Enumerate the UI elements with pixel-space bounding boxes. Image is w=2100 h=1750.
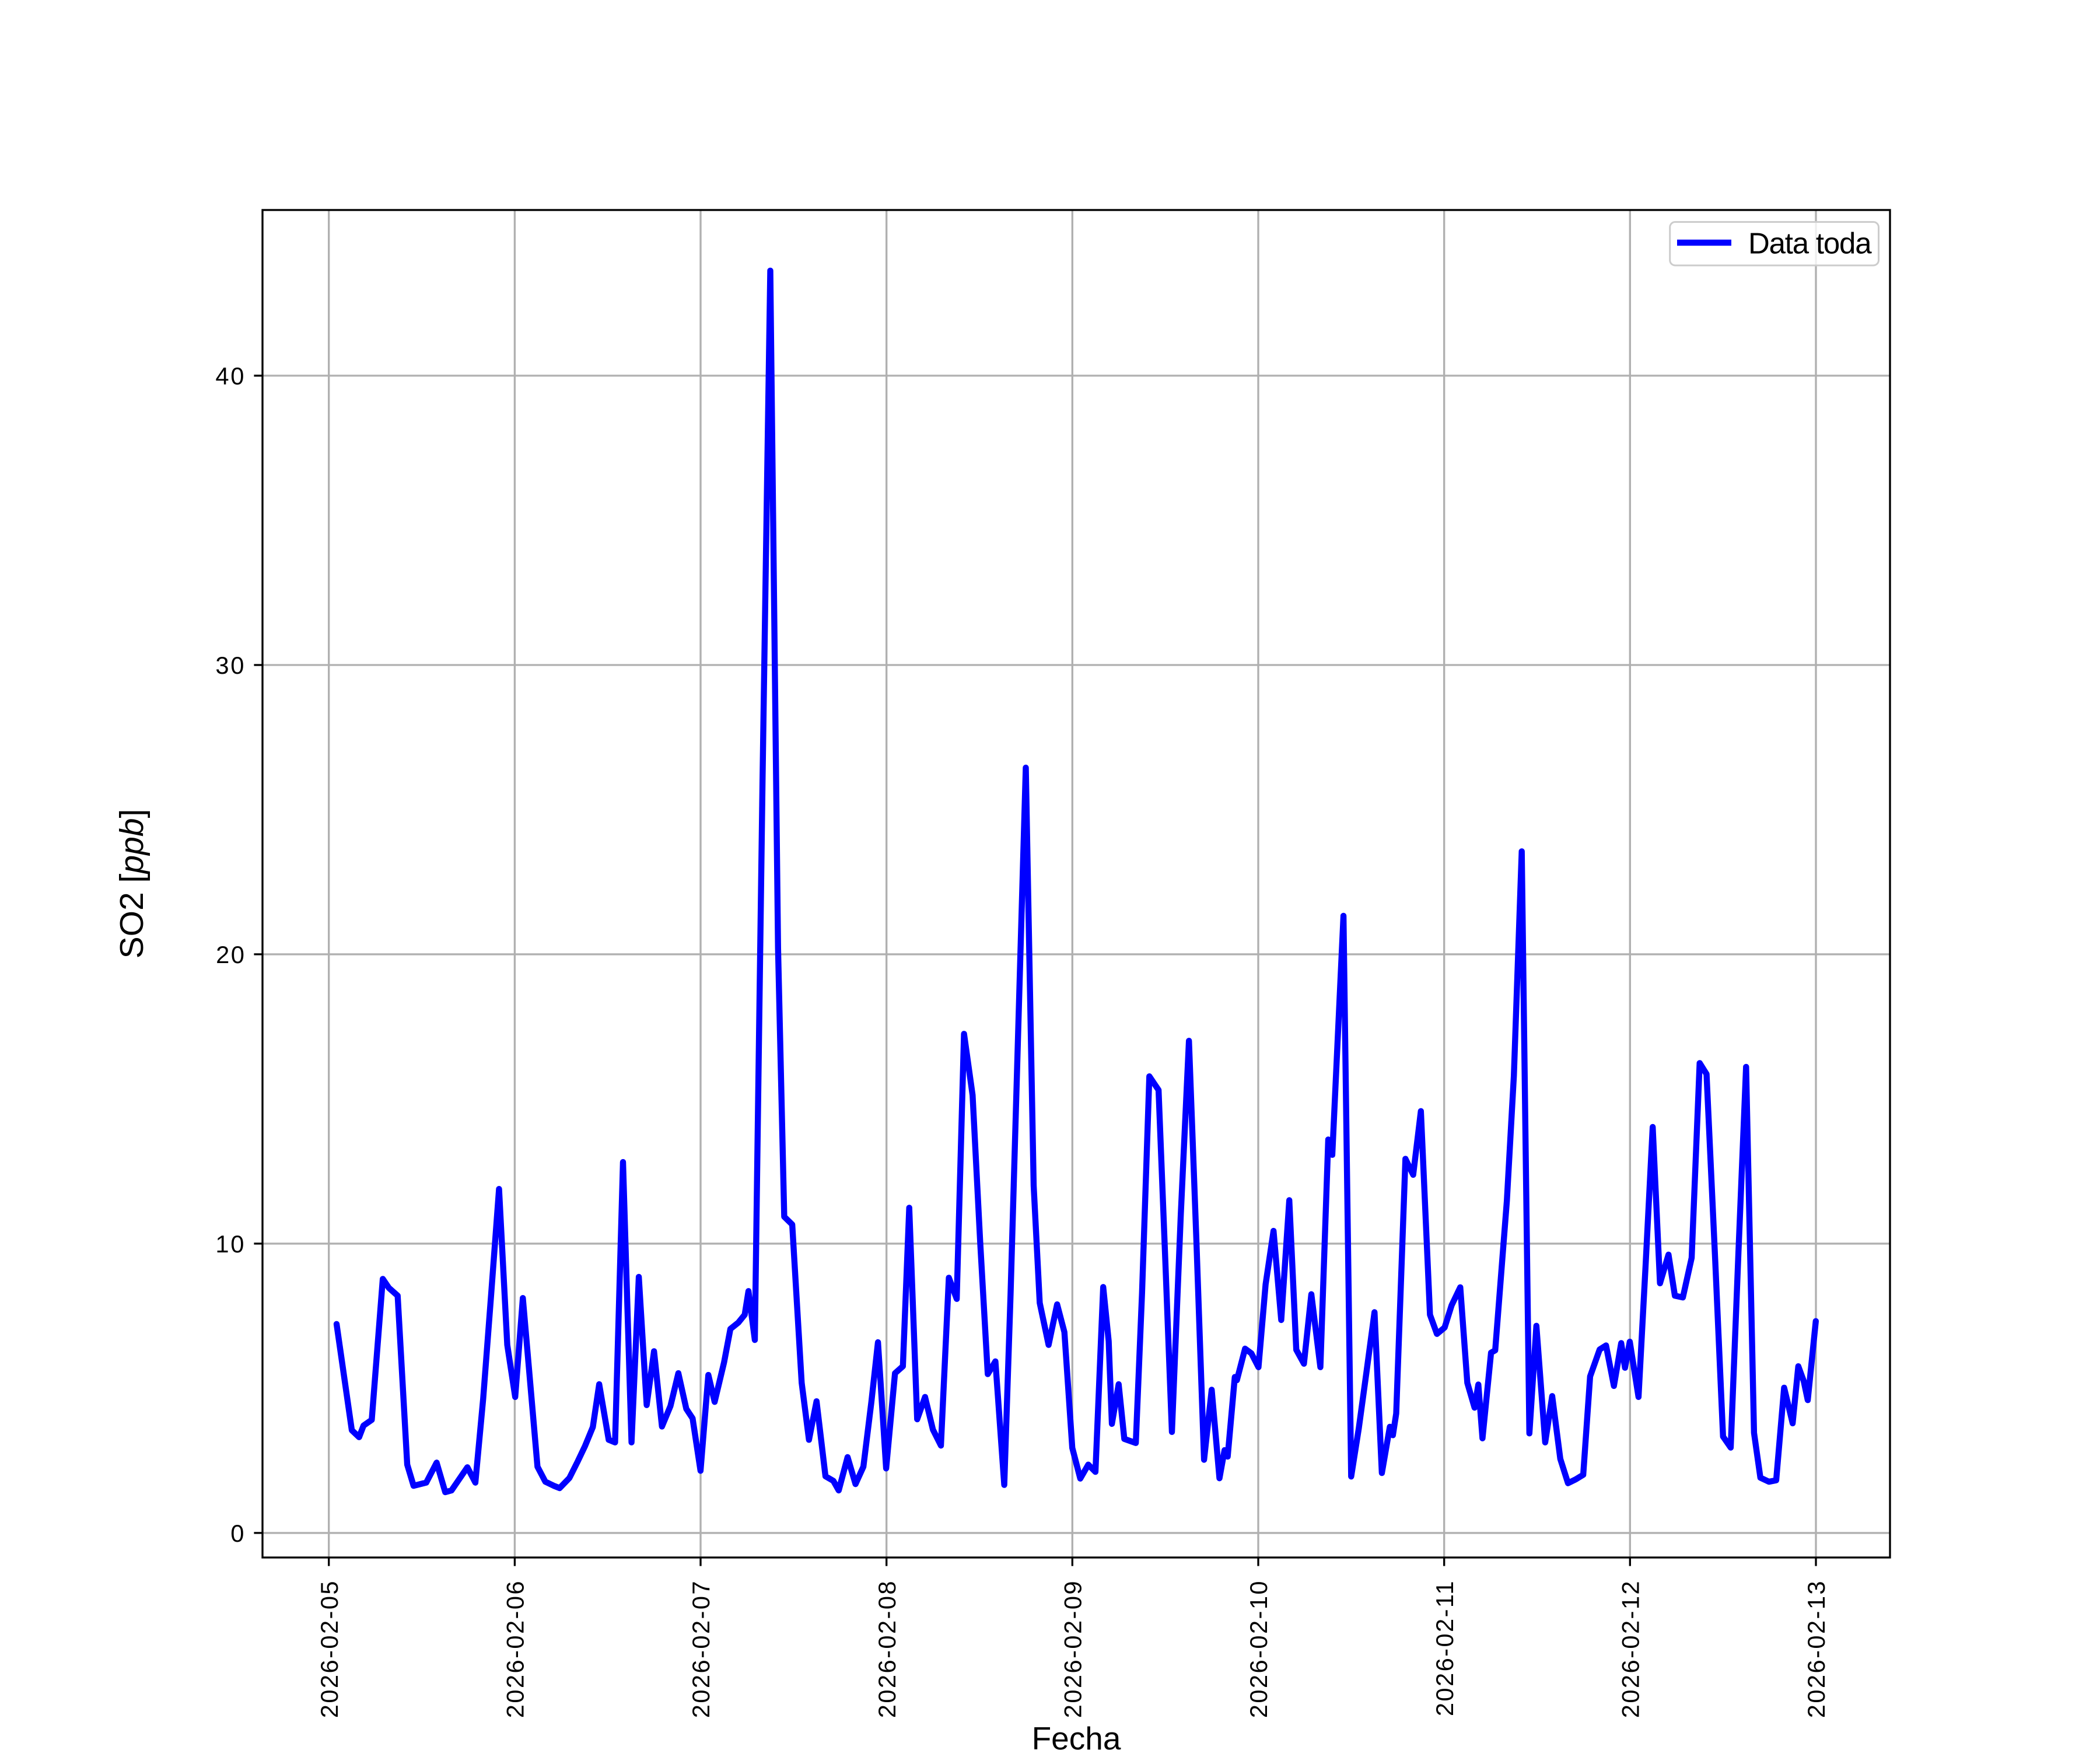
svg-text:Fecha: Fecha	[1032, 1720, 1121, 1750]
svg-text:2026-02-07: 2026-02-07	[687, 1580, 715, 1718]
svg-text:0: 0	[230, 1520, 246, 1547]
svg-text:SO2 [ppb]: SO2 [ppb]	[113, 809, 150, 959]
svg-text:10: 10	[215, 1230, 246, 1258]
svg-text:30: 30	[215, 652, 246, 679]
svg-text:40: 40	[215, 362, 246, 390]
svg-text:2026-02-09: 2026-02-09	[1059, 1580, 1087, 1718]
svg-text:2026-02-10: 2026-02-10	[1245, 1580, 1272, 1718]
svg-text:2026-02-13: 2026-02-13	[1803, 1580, 1830, 1718]
svg-text:2026-02-05: 2026-02-05	[316, 1580, 343, 1718]
svg-text:2026-02-12: 2026-02-12	[1617, 1580, 1644, 1718]
svg-text:2026-02-08: 2026-02-08	[873, 1580, 901, 1718]
svg-text:2026-02-11: 2026-02-11	[1431, 1580, 1458, 1716]
svg-text:20: 20	[216, 941, 246, 968]
svg-text:2026-02-06: 2026-02-06	[502, 1580, 529, 1718]
svg-text:Data toda: Data toda	[1748, 227, 1872, 260]
